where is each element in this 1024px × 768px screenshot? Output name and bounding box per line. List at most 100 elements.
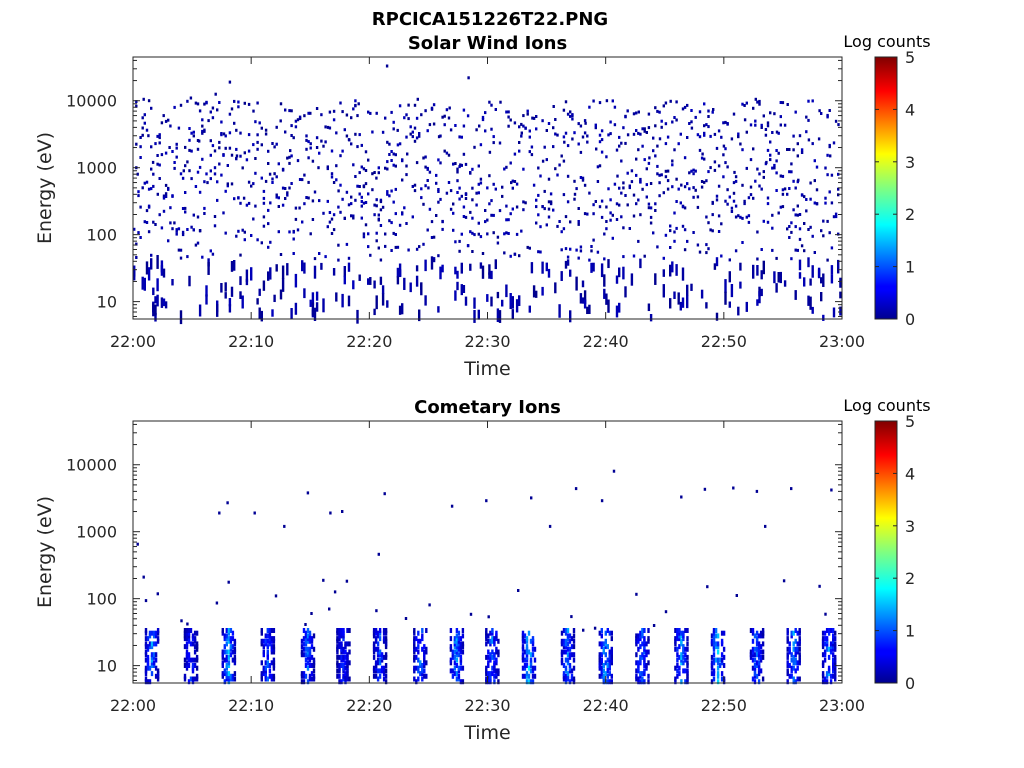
heatmap-cell: [792, 660, 795, 666]
heatmap-cell: [751, 646, 755, 652]
heatmap-cell: [622, 266, 625, 280]
heatmap-cell: [459, 665, 463, 671]
heatmap-cell: [187, 663, 191, 668]
heatmap-cell: [832, 636, 835, 642]
heatmap-cell: [560, 638, 564, 644]
heatmap-cell: [832, 215, 836, 219]
heatmap-cell: [581, 178, 585, 182]
heatmap-cell: [308, 630, 312, 636]
heatmap-cell: [639, 671, 642, 677]
heatmap-cell: [136, 172, 139, 176]
heatmap-cell: [340, 641, 343, 647]
heatmap-cell: [348, 628, 351, 633]
heatmap-cell: [649, 206, 653, 210]
heatmap-cell: [141, 126, 144, 130]
heatmap-cell: [779, 101, 782, 104]
heatmap-cell: [696, 205, 700, 209]
heatmap-cell: [264, 641, 267, 647]
heatmap-cell: [228, 80, 232, 84]
heatmap-cell: [493, 679, 496, 685]
heatmap-cell: [182, 169, 185, 173]
heatmap-cell: [570, 644, 574, 650]
heatmap-cell: [369, 277, 372, 285]
heatmap-cell: [560, 154, 563, 158]
heatmap-cell: [487, 663, 490, 668]
heatmap-cell: [417, 668, 420, 674]
heatmap-cell: [221, 649, 224, 655]
heatmap-cell: [792, 641, 795, 647]
heatmap-cell: [398, 305, 402, 315]
heatmap-cell: [771, 248, 774, 252]
heatmap-cell: [485, 679, 488, 685]
heatmap-cell: [281, 203, 285, 207]
heatmap-cell: [511, 186, 514, 190]
heatmap-cell: [237, 100, 240, 104]
heatmap-cell: [462, 215, 466, 218]
heatmap-cell: [732, 199, 736, 203]
heatmap-cell: [706, 585, 709, 589]
heatmap-cell: [523, 649, 527, 655]
heatmap-cell: [322, 578, 325, 582]
heatmap-cell: [144, 630, 148, 636]
heatmap-cell: [526, 245, 529, 249]
heatmap-cell: [671, 163, 674, 167]
heatmap-cell: [345, 579, 349, 583]
heatmap-cell: [338, 679, 341, 685]
heatmap-cell: [545, 129, 548, 132]
heatmap-cell: [807, 228, 810, 231]
heatmap-cell: [335, 131, 338, 135]
heatmap-cell: [376, 660, 380, 666]
heatmap-cell: [164, 301, 168, 309]
heatmap-cell: [566, 112, 570, 116]
heatmap-cell: [605, 99, 609, 103]
heatmap-cell: [811, 234, 814, 238]
heatmap-cell: [304, 638, 308, 644]
heatmap-cell: [612, 469, 616, 473]
heatmap-cell: [792, 676, 795, 682]
heatmap-cell: [194, 185, 198, 188]
heatmap-cell: [195, 644, 199, 650]
heatmap-cell: [449, 636, 453, 642]
heatmap-cell: [495, 633, 498, 639]
heatmap-cell: [496, 291, 500, 299]
heatmap-cell: [756, 230, 759, 234]
heatmap-cell: [718, 663, 722, 668]
heatmap-cell: [758, 172, 761, 176]
heatmap-cell: [606, 668, 609, 674]
heatmap-cell: [490, 199, 493, 203]
heatmap-cell: [169, 221, 172, 225]
heatmap-cell: [822, 234, 825, 238]
heatmap-cell: [610, 646, 613, 652]
heatmap-cell: [522, 208, 525, 212]
heatmap-cell: [275, 195, 278, 199]
heatmap-cell: [401, 303, 404, 315]
heatmap-cell: [821, 652, 825, 658]
heatmap-cell: [584, 121, 587, 125]
heatmap-cell: [456, 270, 459, 279]
heatmap-cell: [336, 663, 339, 668]
heatmap-cell: [641, 671, 644, 677]
heatmap-cell: [231, 644, 235, 650]
heatmap-cell: [572, 652, 576, 658]
heatmap-cell: [145, 209, 149, 213]
heatmap-cell: [277, 196, 280, 200]
heatmap-cell: [150, 253, 153, 257]
heatmap-cell: [755, 673, 759, 679]
heatmap-cell: [360, 204, 363, 208]
heatmap-cell: [147, 267, 151, 281]
heatmap-cell: [339, 183, 342, 187]
heatmap-cell: [571, 117, 574, 121]
heatmap-cell: [635, 652, 638, 658]
heatmap-cell: [678, 628, 681, 633]
heatmap-cell: [827, 671, 831, 677]
heatmap-cell: [262, 644, 265, 650]
heatmap-cell: [322, 211, 325, 215]
heatmap-cell: [662, 104, 665, 108]
heatmap-cell: [152, 184, 155, 188]
heatmap-cell: [454, 124, 457, 127]
heatmap-cell: [560, 271, 563, 281]
heatmap-cell: [179, 172, 183, 176]
heatmap-cell: [471, 216, 474, 220]
heatmap-cell: [547, 215, 551, 219]
heatmap-cell: [680, 654, 683, 660]
